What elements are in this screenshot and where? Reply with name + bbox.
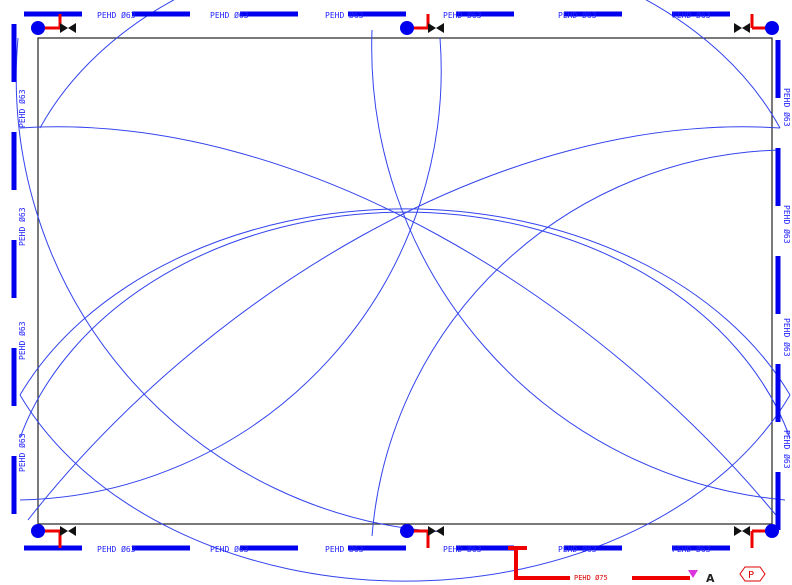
butterfly-valve-icon	[428, 23, 444, 33]
pump-symbol-label: P	[748, 570, 754, 581]
spray-arc-top-middle-left	[19, 37, 442, 501]
pipe-label: PEHD Ø63	[17, 89, 27, 128]
butterfly-valve-icon	[60, 526, 76, 536]
spray-arc-left-upper	[39, 0, 781, 129]
butterfly-valve-icon	[734, 526, 750, 536]
pipe-labels-right: PEHD Ø63 PEHD Ø63 PEHD Ø63 PEHD Ø63	[782, 88, 792, 469]
pipe-label: PEHD Ø63	[325, 10, 364, 20]
pipe-label: PEHD Ø63	[17, 321, 27, 360]
pipe-label: PEHD Ø63	[97, 10, 136, 20]
spray-arc-left-lower	[19, 211, 791, 439]
pipe-label: PEHD Ø63	[443, 10, 482, 20]
spray-arc-top-left	[15, 37, 444, 533]
pipe-label: PEHD Ø63	[558, 10, 597, 20]
pipe-label: PEHD Ø63	[97, 544, 136, 554]
pipe-labels-bottom: PEHD Ø63 PEHD Ø63 PEHD Ø63 PEHD Ø63 PEHD…	[97, 544, 711, 554]
pipe-label: PEHD Ø63	[672, 10, 711, 20]
pipe-labels-top: PEHD Ø63 PEHD Ø63 PEHD Ø63 PEHD Ø63 PEHD…	[97, 10, 711, 20]
sprinkler-head-icon[interactable]	[31, 14, 76, 35]
supply-pipe: PEHD Ø75	[508, 546, 690, 582]
supply-pipe-label: PEHD Ø75	[574, 574, 608, 582]
spray-arc-bottom-left	[19, 126, 781, 521]
sprinkler-head-icon[interactable]	[400, 14, 444, 35]
pipe-label: PEHD Ø63	[782, 205, 792, 244]
pipe-label: PEHD Ø63	[17, 207, 27, 246]
sprinkler-head-icon[interactable]	[734, 524, 779, 548]
spray-arc-top-right	[371, 149, 781, 537]
spray-arc-bottom-middle	[19, 208, 791, 396]
butterfly-valve-icon	[60, 23, 76, 33]
sprinkler-head-icon[interactable]	[31, 524, 76, 548]
field-boundary	[37, 37, 773, 525]
pipe-label: PEHD Ø63	[782, 430, 792, 469]
pipe-label: PEHD Ø63	[17, 433, 27, 472]
section-marker-label: A	[706, 572, 715, 585]
sprinkler-head-icon[interactable]	[400, 524, 444, 548]
pipe-label: PEHD Ø63	[210, 544, 249, 554]
pump-symbol-icon: P	[739, 566, 766, 582]
pipe-label: PEHD Ø63	[782, 88, 792, 127]
pipe-labels-left: PEHD Ø63 PEHD Ø63 PEHD Ø63 PEHD Ø63	[17, 89, 27, 472]
butterfly-valve-icon	[428, 526, 444, 536]
pipe-label: PEHD Ø63	[558, 544, 597, 554]
section-marker-icon: A	[688, 570, 715, 585]
spray-arc-bottom-right	[27, 126, 781, 521]
pipe-label: PEHD Ø63	[443, 544, 482, 554]
distribution-pipes	[11, 11, 781, 551]
spray-arc-top-center	[19, 394, 791, 582]
pipe-label: PEHD Ø63	[325, 544, 364, 554]
spray-arcs	[15, 0, 791, 582]
pipe-label: PEHD Ø63	[672, 544, 711, 554]
spray-arc-top-middle-right	[371, 29, 786, 501]
pipe-label: PEHD Ø63	[210, 10, 249, 20]
sprinkler-head-icon[interactable]	[734, 14, 779, 35]
butterfly-valve-icon	[734, 23, 750, 33]
sprinkler-heads	[31, 14, 779, 548]
pipe-label: PEHD Ø63	[782, 318, 792, 357]
